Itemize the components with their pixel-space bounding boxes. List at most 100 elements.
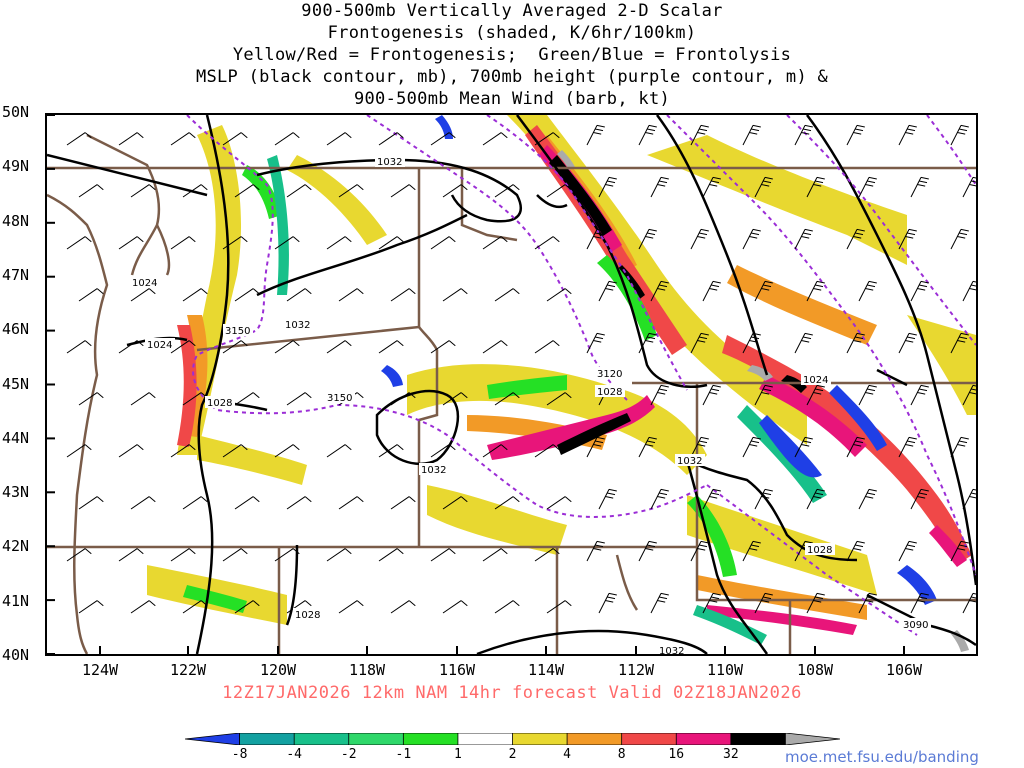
wind-barb xyxy=(130,184,156,198)
latitude-label: 44N xyxy=(2,428,30,447)
wind-barb xyxy=(274,236,300,250)
latitude-label: 50N xyxy=(2,103,30,121)
wind-barb xyxy=(338,600,364,614)
wind-barb xyxy=(586,436,605,458)
wind-barb xyxy=(78,184,104,198)
wind-barb xyxy=(66,340,92,354)
wind-barb xyxy=(286,184,312,198)
latitude-label: 40N xyxy=(2,646,30,664)
chart-title-line-2: Frontogenesis (shaded, K/6hr/100km) xyxy=(327,23,697,43)
latitude-label: 42N xyxy=(2,537,30,556)
wind-barb xyxy=(962,280,976,302)
wind-barb xyxy=(846,124,865,146)
wind-barb xyxy=(494,600,520,614)
wind-barb xyxy=(326,132,352,146)
wind-barb xyxy=(846,332,865,354)
wind-barb xyxy=(286,392,312,406)
wind-barb xyxy=(754,488,773,510)
wind-barb xyxy=(690,540,709,562)
wind-barb xyxy=(742,228,761,250)
longitude-label: 124W xyxy=(81,661,119,679)
wind-barb xyxy=(494,392,520,406)
mslp-label: 1024 xyxy=(147,340,172,351)
mslp-label: 1032 xyxy=(377,157,402,168)
wind-barb xyxy=(182,184,208,198)
wind-barb xyxy=(482,340,508,354)
latitude-label: 43N xyxy=(2,483,30,502)
map-panel: 1032 1024 1024 1032 1028 1032 1028 1032 … xyxy=(45,113,978,656)
wind-barb xyxy=(806,280,825,302)
longitude-label: 106W xyxy=(885,661,923,679)
wind-barb xyxy=(586,540,605,562)
colorbar-swatch xyxy=(457,733,514,745)
wind-barb xyxy=(950,124,969,146)
wind-barb xyxy=(950,228,969,250)
colorbar-swatch xyxy=(402,733,459,745)
wind-barb xyxy=(794,436,813,458)
wind-barb xyxy=(170,340,196,354)
colorbar-swatch xyxy=(185,733,240,745)
wind-barb xyxy=(858,176,877,198)
wind-barb xyxy=(910,488,929,510)
wind-barb xyxy=(846,436,865,458)
wind-barb xyxy=(66,444,92,458)
wind-barb xyxy=(326,548,352,562)
wind-barb xyxy=(794,124,813,146)
wind-barb xyxy=(742,332,761,354)
longitude-label: 116W xyxy=(438,661,476,679)
wind-barb xyxy=(806,592,825,614)
wind-barb xyxy=(78,600,104,614)
wind-barb xyxy=(378,444,404,458)
mslp-label: 1024 xyxy=(803,375,828,386)
wind-barb xyxy=(430,132,456,146)
wind-barb xyxy=(534,236,560,250)
wind-barb xyxy=(858,384,877,406)
wind-barb xyxy=(898,124,917,146)
colorbar-label: -4 xyxy=(286,747,302,762)
chart-title-line-1: 900-500mb Vertically Averaged 2-D Scalar xyxy=(301,1,723,21)
wind-barb xyxy=(390,496,416,510)
wind-barb xyxy=(846,540,865,562)
axis-ticks xyxy=(47,115,905,654)
contour-labels: 1032 1024 1024 1032 1028 1032 1028 1032 … xyxy=(130,155,931,654)
wind-barb xyxy=(234,600,260,614)
mslp-label: 1024 xyxy=(132,278,157,289)
colorbar-label: 1 xyxy=(453,747,462,762)
colorbar-swatch xyxy=(348,733,405,745)
wind-barb xyxy=(390,184,416,198)
wind-barb xyxy=(702,176,721,198)
wind-barb xyxy=(794,540,813,562)
wind-barb xyxy=(378,132,404,146)
credit-url[interactable]: moe.met.fsu.edu/banding xyxy=(785,748,979,766)
wind-barb xyxy=(442,392,468,406)
colorbar xyxy=(185,733,840,745)
wind-barb xyxy=(650,488,669,510)
wind-barb xyxy=(754,384,773,406)
longitude-label: 118W xyxy=(348,661,386,679)
wind-barb xyxy=(742,540,761,562)
longitude-label: 120W xyxy=(259,661,297,679)
wind-barb xyxy=(378,340,404,354)
wind-barb xyxy=(118,132,144,146)
wind-barb xyxy=(222,132,248,146)
wind-barb xyxy=(182,496,208,510)
forecast-valid-line: 12Z17JAN2026 12km NAM 14hr forecast Vali… xyxy=(222,683,802,703)
colorbar-swatch xyxy=(239,733,296,745)
wind-barb xyxy=(222,444,248,458)
wind-barb xyxy=(118,548,144,562)
wind-barb xyxy=(638,436,657,458)
wind-barb xyxy=(482,132,508,146)
wind-barb xyxy=(806,176,825,198)
mslp-label: 1028 xyxy=(207,398,232,409)
wind-barb xyxy=(338,496,364,510)
wind-barb xyxy=(482,444,508,458)
wind-barb xyxy=(690,436,709,458)
wind-barb xyxy=(962,384,976,406)
wind-barb xyxy=(794,228,813,250)
mslp-label: 1032 xyxy=(659,646,684,654)
wind-barb xyxy=(650,384,669,406)
mslp-label: 1032 xyxy=(285,320,310,331)
wind-barb xyxy=(182,600,208,614)
latitude-label: 45N xyxy=(2,374,30,393)
wind-barb xyxy=(702,280,721,302)
